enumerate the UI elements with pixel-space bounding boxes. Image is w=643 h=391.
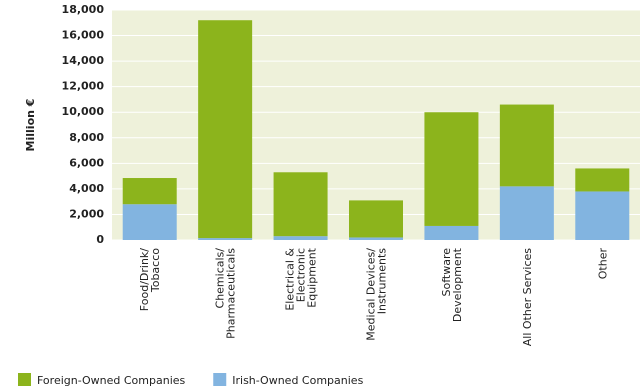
y-tick-label: 2,000: [69, 207, 104, 220]
x-tick-label-line: Food/Drink/: [138, 248, 151, 311]
legend-swatch: [213, 373, 227, 386]
bar-segment: [198, 238, 253, 240]
bar-segment: [273, 236, 328, 240]
x-tick-label-line: Electronic: [295, 248, 308, 302]
bar-segment: [198, 20, 253, 239]
x-tick-label-line: Other: [596, 248, 609, 280]
x-tick-label: Other: [596, 248, 609, 280]
bar-segment: [499, 104, 554, 187]
x-tick-label-line: Tobacco: [149, 248, 162, 293]
x-tick-label-line: Medical Devices/: [365, 248, 378, 341]
legend-swatch: [18, 373, 31, 386]
bar-segment: [349, 200, 403, 238]
y-tick-label: 12,000: [62, 80, 105, 93]
y-tick-label: 6,000: [69, 156, 104, 169]
bar-segment: [424, 225, 479, 240]
bar-segment: [575, 168, 630, 192]
y-tick-label: 4,000: [69, 182, 104, 195]
y-tick-label: 10,000: [62, 105, 105, 118]
x-tick-label: Food/Drink/Tobacco: [138, 248, 162, 311]
x-tick-label: All Other Services: [521, 248, 534, 347]
x-tick-label: Medical Devices/Instruments: [365, 248, 389, 341]
bar-segment: [499, 186, 554, 240]
legend-label: Irish-Owned Companies: [232, 374, 363, 387]
bar-segment: [349, 237, 403, 240]
y-tick-label: 0: [96, 233, 104, 246]
bar-segment: [424, 112, 479, 226]
x-tick-label-line: Development: [451, 247, 464, 322]
x-tick-label-line: All Other Services: [521, 248, 534, 347]
x-tick-label-line: Software: [440, 248, 453, 297]
y-tick-label: 14,000: [62, 54, 105, 67]
y-tick-label: 8,000: [69, 131, 104, 144]
bar-segment: [122, 178, 177, 205]
bar-segment: [575, 191, 630, 240]
x-tick-label-line: Equipment: [306, 247, 319, 307]
x-tick-label-line: Electrical &: [284, 248, 297, 311]
x-tick-label-line: Pharmaceuticals: [225, 248, 238, 339]
y-tick-label: 16,000: [62, 29, 105, 42]
legend-label: Foreign-Owned Companies: [37, 374, 186, 387]
bar-segment: [273, 172, 328, 237]
y-axis-label: Million €: [24, 99, 37, 152]
bar-segment: [122, 204, 177, 240]
y-tick-label: 18,000: [62, 3, 105, 16]
x-tick-label: Chemicals/Pharmaceuticals: [214, 248, 238, 339]
x-tick-label-line: Instruments: [376, 248, 389, 315]
x-tick-label-line: Chemicals/: [214, 248, 227, 309]
